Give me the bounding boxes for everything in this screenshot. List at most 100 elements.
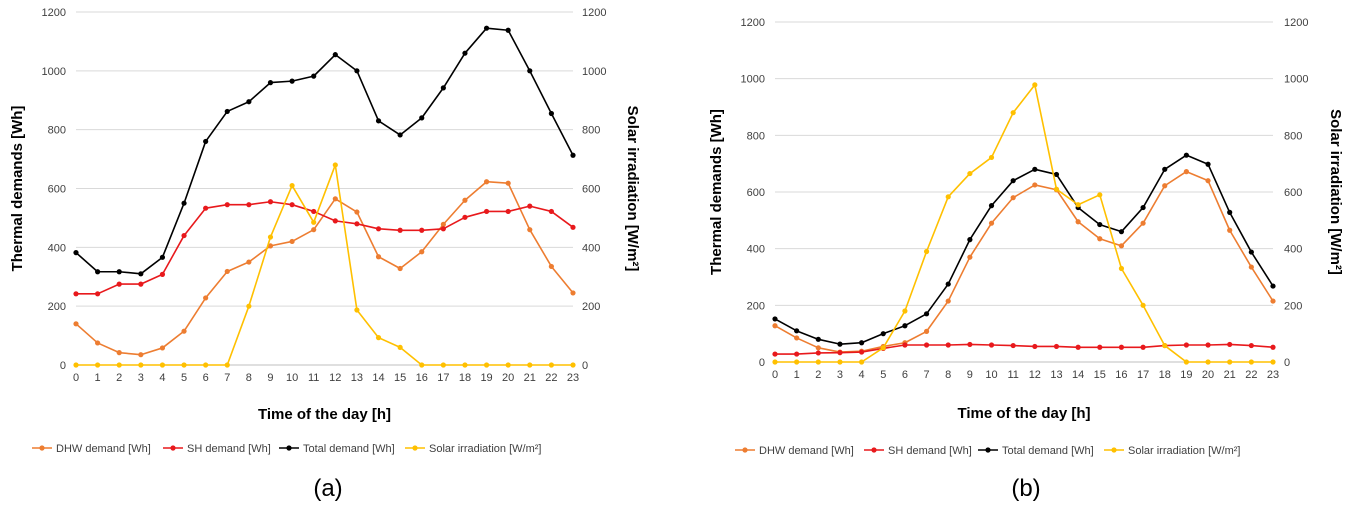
data-point-sh xyxy=(570,224,576,230)
data-point-sh xyxy=(945,342,951,348)
data-point-solar xyxy=(815,359,821,365)
data-point-dhw xyxy=(570,290,576,296)
data-point-total xyxy=(138,271,144,277)
data-point-sh xyxy=(73,291,79,297)
y-tick-label: 0 xyxy=(60,360,66,372)
data-point-total xyxy=(1270,283,1276,289)
data-point-total xyxy=(988,203,995,209)
data-point-total xyxy=(505,27,511,33)
y2-tick-label: 400 xyxy=(1284,244,1302,256)
y2-tick-label: 200 xyxy=(582,301,600,313)
data-point-sh xyxy=(397,227,403,233)
series-line-total xyxy=(75,27,574,275)
data-point-sh xyxy=(354,221,360,227)
data-point-sh xyxy=(837,350,843,356)
data-point-solar xyxy=(967,170,973,177)
x-tick-label: 10 xyxy=(985,369,997,381)
x-tick-label: 5 xyxy=(181,372,187,384)
y-tick-label: 1200 xyxy=(741,17,765,29)
y-tick-label: 600 xyxy=(747,187,765,199)
data-point-solar xyxy=(1075,202,1081,208)
data-point-total xyxy=(246,99,252,105)
data-point-sh xyxy=(1248,342,1254,349)
data-point-solar xyxy=(880,345,886,351)
data-point-dhw xyxy=(1162,183,1168,189)
data-point-dhw xyxy=(267,243,274,249)
data-point-sh xyxy=(419,227,425,233)
data-point-solar xyxy=(1248,359,1254,365)
x-tick-label: 12 xyxy=(1029,369,1041,381)
data-point-solar xyxy=(1227,359,1233,365)
data-point-dhw xyxy=(1248,264,1254,270)
data-point-solar xyxy=(548,362,554,368)
data-point-dhw xyxy=(1227,227,1233,233)
x-tick-label: 18 xyxy=(1159,369,1171,381)
y2-tick-label: 1200 xyxy=(582,7,606,19)
x-tick-label: 1 xyxy=(95,372,101,384)
legend-marker-dhw xyxy=(39,445,45,451)
y-tick-label: 400 xyxy=(48,242,66,254)
y2-axis-title: Solar irradiation [W/m²] xyxy=(1327,109,1344,275)
data-point-sh xyxy=(923,342,930,348)
y-tick-label: 200 xyxy=(48,301,66,313)
data-point-total xyxy=(116,269,122,275)
series-line-solar xyxy=(76,164,573,366)
data-point-dhw xyxy=(138,352,144,358)
data-point-total xyxy=(527,68,533,74)
x-tick-label: 11 xyxy=(1007,369,1018,381)
data-point-solar xyxy=(1140,302,1146,308)
data-point-solar xyxy=(988,154,995,161)
y-tick-label: 200 xyxy=(747,300,765,312)
data-point-total xyxy=(794,328,800,334)
data-point-total xyxy=(159,254,166,260)
data-point-total xyxy=(397,132,403,138)
series-line-dhw xyxy=(774,170,1274,353)
data-point-solar xyxy=(375,335,382,341)
data-point-solar xyxy=(246,303,252,309)
data-point-solar xyxy=(440,362,446,368)
y2-tick-label: 400 xyxy=(582,242,600,254)
data-point-sh xyxy=(1270,344,1276,350)
data-point-total xyxy=(95,269,101,275)
data-point-sh xyxy=(772,351,778,357)
data-point-solar xyxy=(527,362,533,368)
x-tick-label: 3 xyxy=(138,372,144,384)
data-point-dhw xyxy=(1140,220,1146,226)
data-point-solar xyxy=(1205,359,1211,365)
data-point-sh xyxy=(95,291,101,297)
series-line-solar xyxy=(775,84,1273,363)
x-tick-label: 0 xyxy=(73,372,79,384)
data-point-total xyxy=(440,85,446,91)
data-point-total xyxy=(859,340,865,346)
data-point-dhw xyxy=(95,340,101,346)
data-point-total xyxy=(1227,209,1233,215)
data-point-total xyxy=(224,108,230,115)
data-point-total xyxy=(1010,178,1016,184)
x-tick-label: 2 xyxy=(116,372,122,384)
data-point-dhw xyxy=(224,268,230,275)
data-point-solar xyxy=(902,308,908,314)
data-point-solar xyxy=(397,344,403,350)
data-point-solar xyxy=(1032,82,1038,88)
y2-tick-label: 1000 xyxy=(1284,74,1308,86)
x-tick-label: 6 xyxy=(902,369,908,381)
y-axis-title: Thermal demands [Wh] xyxy=(708,109,725,275)
data-point-total xyxy=(181,200,187,206)
data-point-dhw xyxy=(1183,169,1189,175)
legend-label-solar: Solar irradiation [W/m²] xyxy=(429,443,541,455)
data-point-dhw xyxy=(203,295,209,301)
data-point-total xyxy=(1032,166,1038,172)
data-point-solar xyxy=(311,219,317,225)
data-point-dhw xyxy=(945,298,951,304)
data-point-dhw xyxy=(116,350,122,356)
data-point-solar xyxy=(1162,342,1168,349)
data-point-total xyxy=(419,115,425,121)
x-tick-label: 21 xyxy=(524,372,536,384)
data-point-solar xyxy=(794,359,800,365)
y2-tick-label: 800 xyxy=(1284,130,1302,142)
x-tick-label: 21 xyxy=(1224,369,1236,381)
data-point-dhw xyxy=(1075,219,1081,225)
x-tick-label: 9 xyxy=(267,372,273,384)
x-tick-label: 8 xyxy=(945,369,951,381)
